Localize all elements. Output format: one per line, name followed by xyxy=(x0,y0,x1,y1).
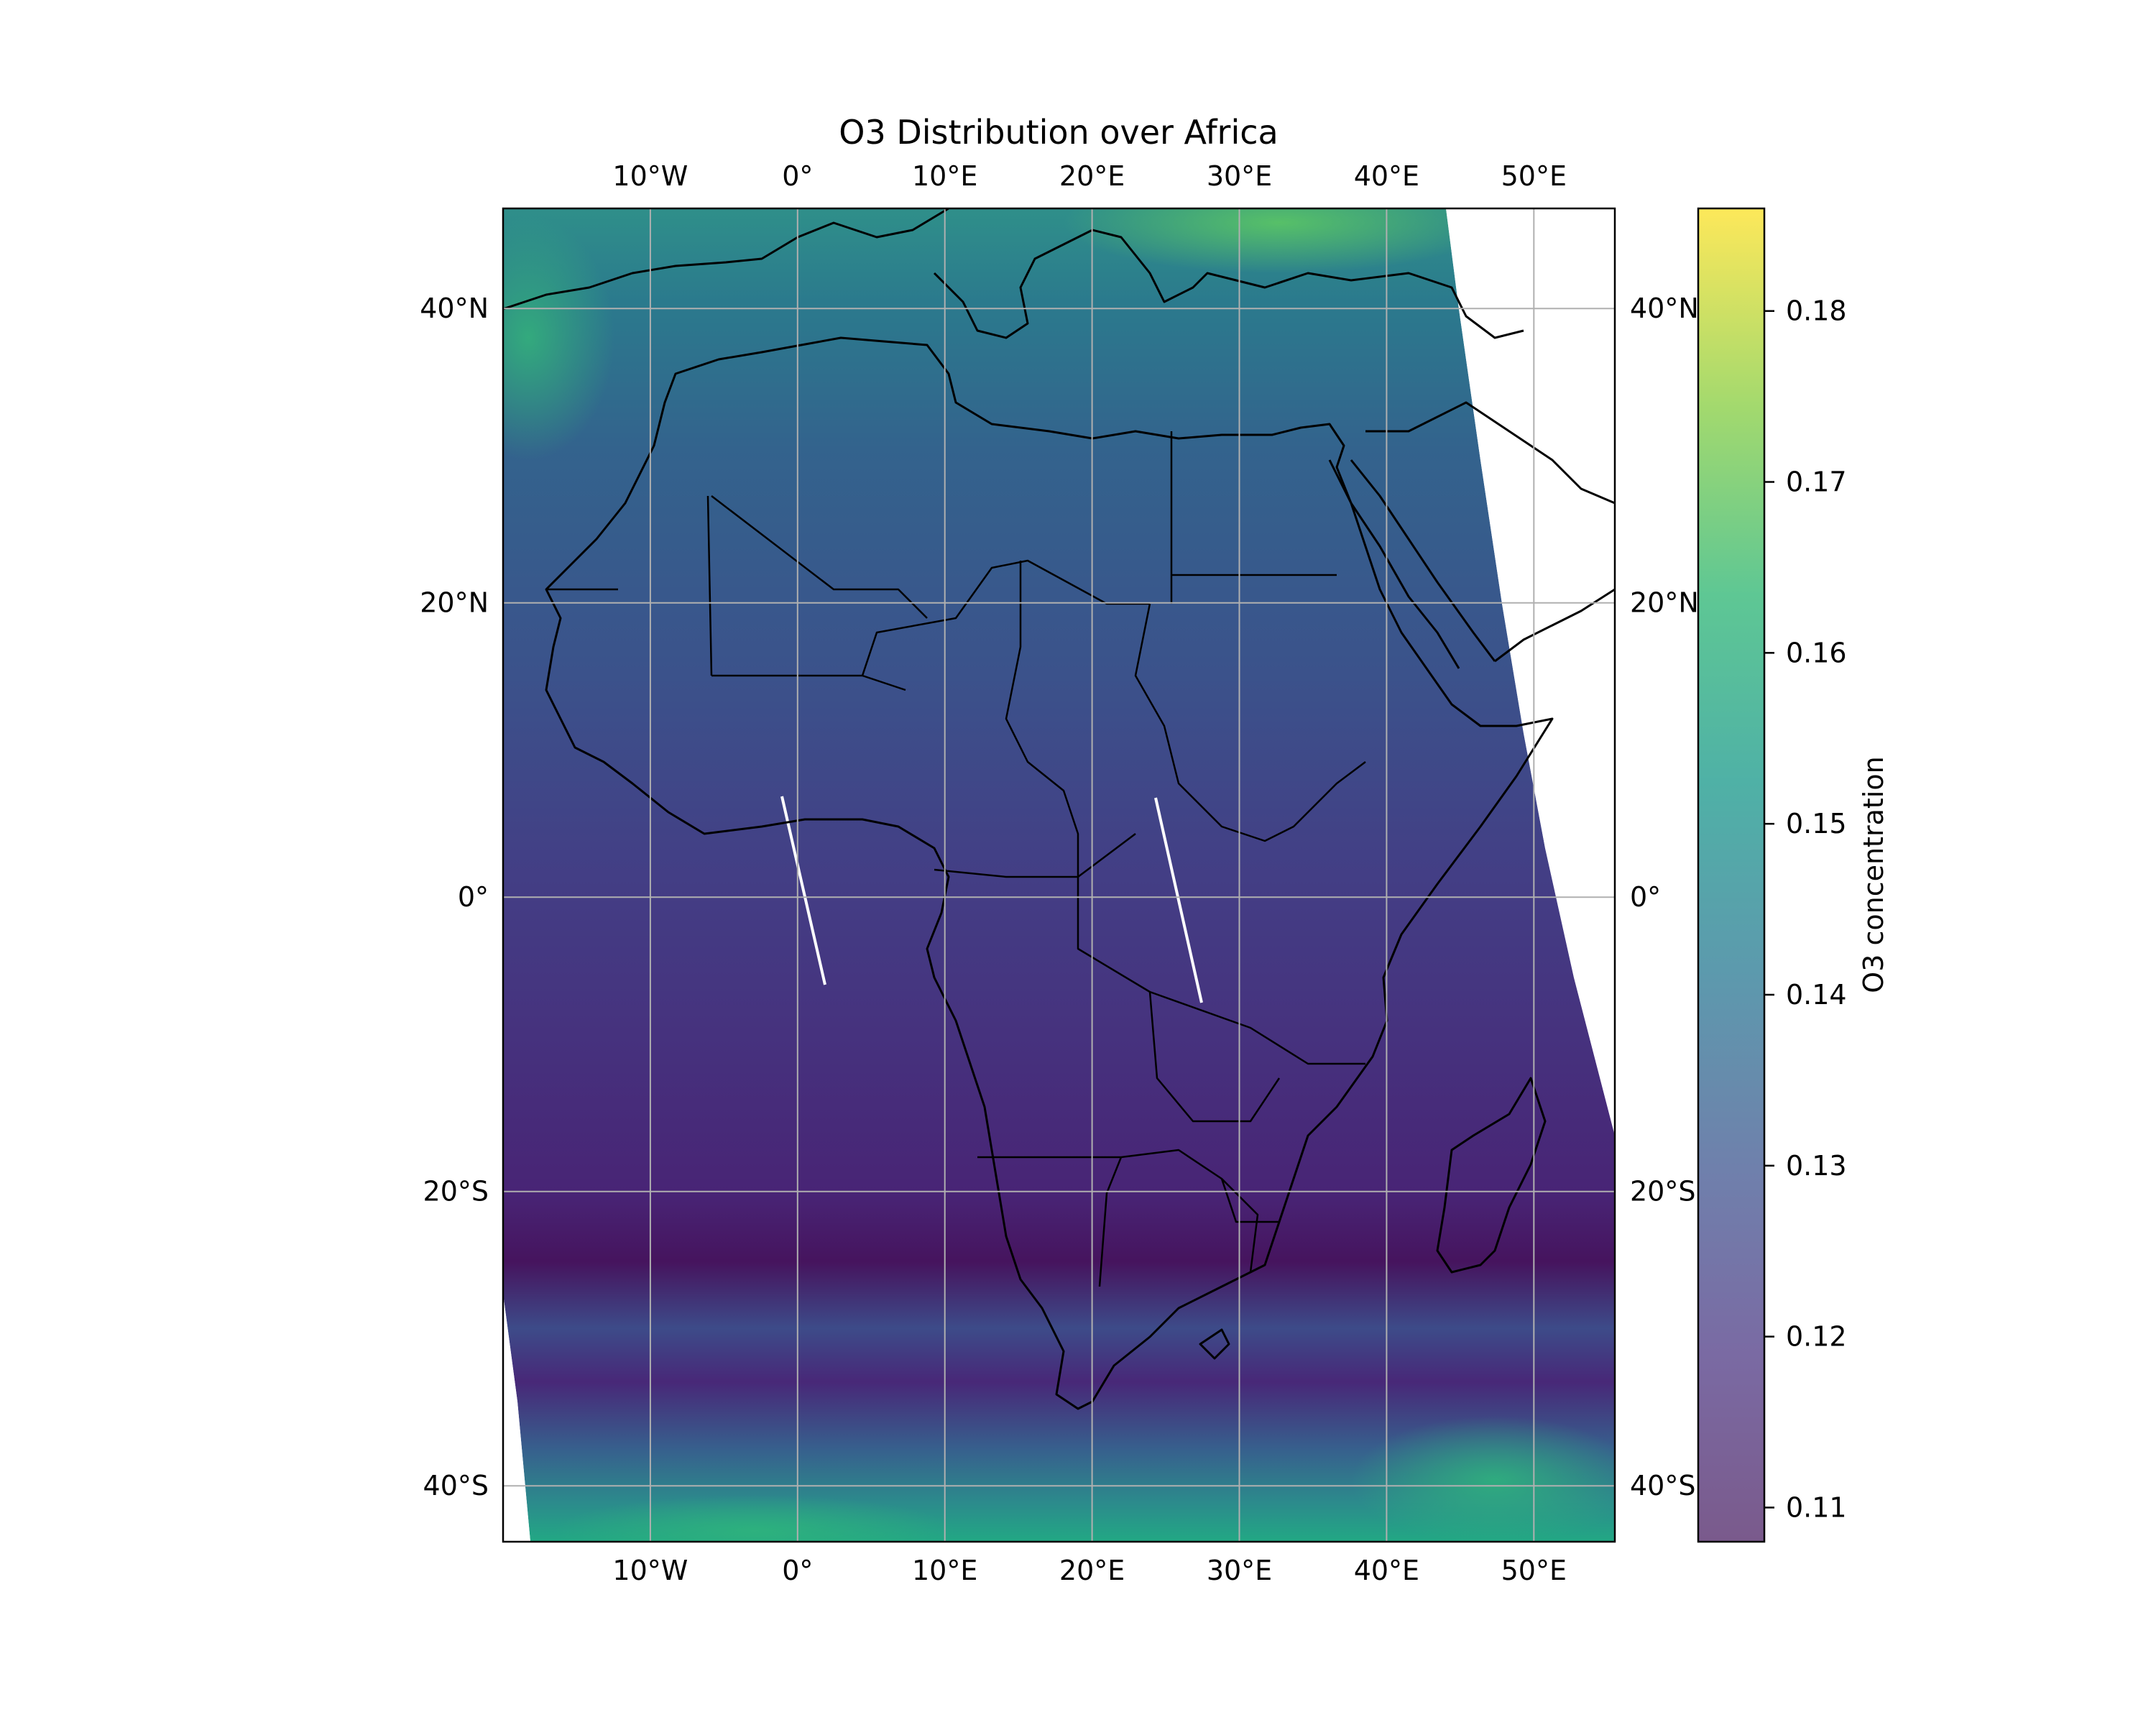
lat-tick-label-left: 40°S xyxy=(423,1470,489,1501)
no-data-region-sw xyxy=(503,1294,530,1542)
lat-tick-label-right: 20°S xyxy=(1630,1176,1695,1208)
colorbar-tick-label: 0.16 xyxy=(1786,637,1847,668)
lon-tick-label-top: 30°E xyxy=(1207,160,1272,192)
lon-tick-label-top: 0° xyxy=(782,160,813,192)
colorbar-tick-label: 0.14 xyxy=(1786,979,1847,1011)
colorbar-tick-label: 0.12 xyxy=(1786,1321,1847,1353)
colorbar-bar xyxy=(1697,207,1766,1543)
lon-tick-label-bottom: 40°E xyxy=(1354,1555,1419,1586)
lat-tick-label-left: 20°N xyxy=(420,587,489,619)
lon-tick-label-bottom: 10°W xyxy=(612,1555,688,1586)
o3-hotspot-europe xyxy=(1064,208,1495,273)
coastlines xyxy=(503,208,1615,1410)
lon-tick-label-top: 50°E xyxy=(1501,160,1567,192)
lat-tick-label-right: 0° xyxy=(1630,881,1661,913)
lon-tick-label-top: 20°E xyxy=(1059,160,1125,192)
gridlines xyxy=(503,208,1615,1542)
o3-field xyxy=(503,208,1615,1542)
colorbar-label: O3 concentration xyxy=(1858,756,1889,993)
arabia-coastline xyxy=(1365,401,1615,663)
lat-tick-label-left: 0° xyxy=(458,881,489,913)
country-borders xyxy=(546,431,1366,1287)
lon-tick-label-bottom: 20°E xyxy=(1059,1555,1125,1586)
lat-tick-labels-right: 40°N 20°N 0° 20°S 40°S xyxy=(1630,293,1699,1501)
data-gap-streak xyxy=(1154,797,1203,1003)
madagascar-coastline xyxy=(1436,1077,1547,1274)
o3-hotspot-indian-ocean xyxy=(1351,1416,1615,1542)
lon-tick-label-bottom: 0° xyxy=(782,1555,813,1586)
map-frame xyxy=(502,207,1616,1543)
map-panel xyxy=(503,208,1615,1542)
lat-tick-label-right: 40°N xyxy=(1630,293,1699,324)
data-gap-streak xyxy=(780,796,826,985)
lat-tick-labels-left: 40°N 20°N 0° 20°S 40°S xyxy=(420,293,489,1501)
colorbar-tick-label: 0.18 xyxy=(1786,295,1847,327)
colorbar-tick-label: 0.13 xyxy=(1786,1150,1847,1182)
lon-tick-label-top: 10°W xyxy=(612,160,688,192)
lon-tick-label-bottom: 50°E xyxy=(1501,1555,1567,1586)
colorbar: 0.11 0.12 0.13 0.14 0.15 0.16 0.17 0.18 O3 conc… xyxy=(1697,207,1889,1543)
colorbar-tick-label: 0.17 xyxy=(1786,466,1847,498)
africa-coastline xyxy=(545,336,1554,1410)
colorbar-ticks: 0.11 0.12 0.13 0.14 0.15 0.16 0.17 0.18 xyxy=(1764,295,1847,1523)
lesotho-border xyxy=(1199,1328,1230,1360)
red-sea-coast xyxy=(1328,459,1496,669)
lon-tick-label-bottom: 30°E xyxy=(1207,1555,1272,1586)
lon-tick-label-top: 10°E xyxy=(912,160,977,192)
no-data-region xyxy=(1446,208,1615,1136)
colorbar-tick-label: 0.11 xyxy=(1786,1491,1847,1523)
lon-tick-labels-top: 10°W 0° 10°E 20°E 30°E 40°E 50°E xyxy=(612,160,1567,192)
lat-tick-label-left: 40°N xyxy=(420,293,489,324)
lat-tick-label-right: 20°N xyxy=(1630,587,1699,619)
lon-tick-labels-bottom: 10°W 0° 10°E 20°E 30°E 40°E 50°E xyxy=(612,1555,1567,1586)
lat-tick-label-left: 20°S xyxy=(423,1176,489,1208)
lon-tick-label-bottom: 10°E xyxy=(912,1555,977,1586)
o3-hotspot-south-atlantic xyxy=(553,1495,956,1542)
lat-tick-label-right: 40°S xyxy=(1630,1470,1695,1501)
chart-title: O3 Distribution over Africa xyxy=(839,113,1278,152)
o3-hotspot-atlantic xyxy=(503,216,614,460)
colorbar-tick-label: 0.15 xyxy=(1786,808,1847,840)
lon-tick-label-top: 40°E xyxy=(1354,160,1419,192)
europe-coastline xyxy=(503,208,1524,339)
